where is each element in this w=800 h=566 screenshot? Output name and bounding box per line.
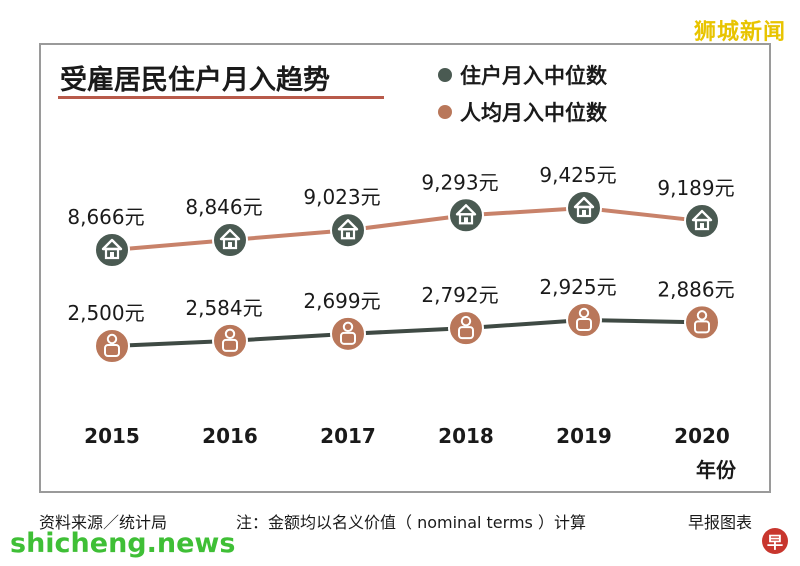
person-body bbox=[576, 318, 592, 331]
data-label: 2,925元 bbox=[539, 275, 616, 299]
person-head bbox=[224, 328, 236, 340]
brand-watermark-top: 狮城新闻 bbox=[693, 20, 786, 45]
person-marker bbox=[94, 328, 130, 364]
chart-title: 受雇居民住户月入趋势 bbox=[60, 65, 330, 96]
legend-label-household: 住户月入中位数 bbox=[460, 64, 607, 88]
x-tick-label: 2019 bbox=[556, 424, 612, 448]
legend-dot-percapita bbox=[438, 105, 452, 119]
legend-household: 住户月入中位数 bbox=[438, 60, 607, 90]
person-marker bbox=[684, 304, 720, 341]
data-label: 2,500元 bbox=[67, 301, 144, 325]
site-watermark: shicheng.news bbox=[10, 528, 236, 559]
data-label: 9,023元 bbox=[303, 185, 380, 209]
house-door bbox=[228, 242, 232, 249]
person-body bbox=[222, 338, 238, 352]
title-underline bbox=[58, 96, 384, 99]
house-door bbox=[464, 217, 468, 224]
house-marker bbox=[684, 203, 720, 240]
data-label: 2,886元 bbox=[657, 277, 734, 301]
person-marker bbox=[448, 310, 484, 347]
x-tick-label: 2016 bbox=[202, 424, 258, 448]
house-door bbox=[700, 223, 704, 230]
data-label: 9,189元 bbox=[657, 176, 734, 200]
series-line-0 bbox=[111, 205, 703, 252]
person-body bbox=[694, 320, 710, 334]
x-tick-label: 2018 bbox=[438, 424, 494, 448]
x-tick-label: 2015 bbox=[84, 424, 140, 448]
house-door bbox=[582, 210, 586, 216]
footer-source: 资料来源／统计局 bbox=[39, 513, 168, 532]
x-tick-label: 2020 bbox=[674, 424, 730, 448]
person-body bbox=[340, 331, 356, 345]
person-head bbox=[578, 307, 590, 319]
data-label: 8,666元 bbox=[67, 205, 144, 229]
house-door bbox=[110, 252, 114, 258]
person-body bbox=[458, 326, 474, 340]
x-tick-label: 2017 bbox=[320, 424, 376, 448]
footer-note: 注：金额均以名义价值（ nominal terms ）计算 bbox=[236, 513, 586, 532]
person-marker bbox=[330, 315, 366, 352]
legend-label-percapita: 人均月入中位数 bbox=[460, 101, 607, 125]
person-head bbox=[696, 310, 708, 321]
data-label: 9,425元 bbox=[539, 163, 616, 187]
data-label: 8,846元 bbox=[185, 195, 262, 219]
legend-dot-household bbox=[438, 68, 452, 82]
data-label: 2,699元 bbox=[303, 289, 380, 313]
person-body bbox=[104, 344, 120, 357]
data-label: 2,792元 bbox=[421, 283, 498, 307]
zaobao-icon: 早 bbox=[762, 528, 788, 554]
data-label: 2,584元 bbox=[185, 296, 262, 320]
house-marker bbox=[212, 222, 248, 259]
house-marker bbox=[566, 190, 602, 226]
chart-frame bbox=[39, 43, 771, 493]
footer-credit: 早报图表 bbox=[688, 513, 753, 532]
person-marker bbox=[566, 302, 602, 338]
house-door bbox=[346, 232, 350, 239]
x-axis-unit: 年份 bbox=[696, 458, 736, 482]
house-marker bbox=[448, 197, 484, 234]
person-head bbox=[342, 321, 354, 333]
data-label: 9,293元 bbox=[421, 170, 498, 194]
series-line-1 bbox=[111, 317, 703, 348]
person-head bbox=[106, 333, 118, 345]
person-head bbox=[460, 315, 472, 327]
house-marker bbox=[94, 232, 130, 268]
person-marker bbox=[212, 322, 248, 359]
house-marker bbox=[330, 212, 366, 249]
legend-percapita: 人均月入中位数 bbox=[438, 97, 607, 127]
